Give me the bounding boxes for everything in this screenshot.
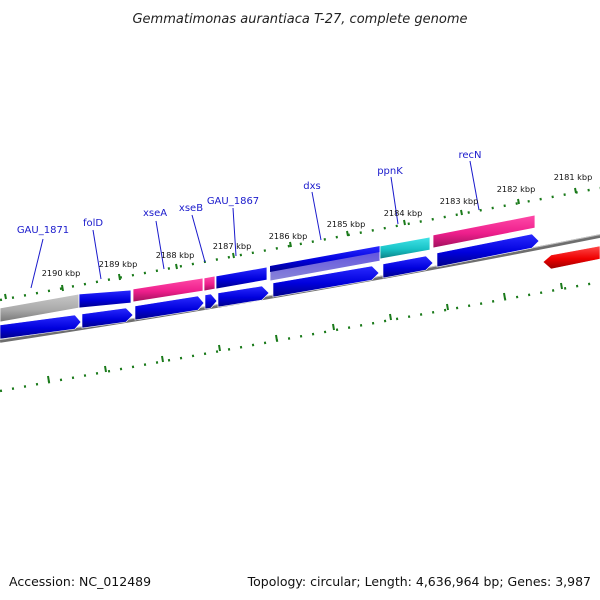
gene-label-GAU_1867[interactable]: GAU_1867 — [207, 196, 259, 207]
inner-tick-major — [275, 334, 278, 342]
inner-tick-major — [218, 344, 221, 352]
gene-label-GAU_1871[interactable]: GAU_1871 — [17, 225, 69, 236]
inner-tick-major — [104, 365, 107, 373]
feature-track-outer — [0, 214, 536, 323]
kbp-labels: 2181 kbp 2182 kbp 2183 kbp 2184 kbp 2185… — [42, 172, 593, 278]
kbp-label: 2189 kbp — [99, 259, 138, 269]
cds-arrow[interactable] — [217, 285, 270, 308]
gene-bar-ppnK[interactable] — [379, 236, 431, 260]
genome-title: Gemmatimonas aurantiaca T-27, complete g… — [132, 12, 467, 27]
kbp-label: 2184 kbp — [384, 208, 423, 218]
inner-tick-major — [47, 375, 50, 383]
outer-tick-major — [118, 273, 121, 281]
cds-arrow[interactable] — [81, 307, 134, 329]
outer-tick-major — [574, 187, 577, 194]
inner-tick-major — [503, 292, 506, 300]
leader-line-dxs — [311, 191, 322, 241]
outer-tick-major — [517, 198, 520, 205]
gene-label-dxs[interactable]: dxs — [303, 181, 320, 192]
gene-label-xseA[interactable]: xseA — [143, 208, 167, 219]
cds-arrow[interactable] — [134, 295, 205, 321]
leader-line-GAU_1867 — [232, 207, 237, 257]
gene-bar-dxs-top — [270, 246, 380, 272]
leader-line-GAU_1871 — [30, 238, 44, 289]
cds-arrow[interactable] — [0, 314, 82, 340]
cds-arrow[interactable] — [382, 255, 434, 279]
leader-line-xseB — [191, 214, 206, 263]
outer-tick-dots — [0, 186, 600, 302]
kbp-label: 2185 kbp — [327, 219, 366, 229]
inner-tick-major — [560, 282, 563, 290]
outer-tick-major — [460, 209, 463, 216]
outer-tick-major — [346, 230, 349, 237]
outer-tick-major — [175, 263, 178, 270]
gene-bar-GAU_1867[interactable] — [215, 266, 268, 290]
kbp-label: 2183 kbp — [440, 196, 479, 206]
gene-label-leaders — [30, 160, 480, 289]
genome-summary-text: Topology: circular; Length: 4,636,964 bp… — [247, 574, 591, 589]
leader-line-ppnK — [390, 176, 399, 225]
cds-arrow-red[interactable] — [542, 245, 600, 270]
cds-arrow[interactable] — [272, 265, 380, 298]
gene-bar-xseA[interactable] — [132, 277, 204, 303]
gene-bar-xseB[interactable] — [203, 275, 216, 292]
leader-line-recN — [469, 160, 480, 211]
inner-tick-major — [446, 303, 449, 311]
inner-tick-ring — [0, 280, 600, 393]
gene-bar-recN[interactable] — [432, 214, 536, 249]
kbp-label: 2187 kbp — [213, 241, 252, 251]
gene-label-xseB[interactable]: xseB — [179, 203, 203, 214]
kbp-label: 2186 kbp — [269, 231, 308, 241]
cds-arrow[interactable] — [436, 233, 540, 268]
outer-tick-major — [289, 241, 292, 248]
kbp-label: 2182 kbp — [497, 184, 536, 194]
kbp-label: 2181 kbp — [554, 172, 593, 182]
feature-track-inner — [0, 233, 600, 340]
outer-tick-major — [4, 293, 7, 300]
outer-tick-major — [61, 284, 64, 292]
outer-tick-ring — [0, 186, 600, 302]
accession-text: Accession: NC_012489 — [9, 574, 151, 589]
gene-label-ppnK[interactable]: ppnK — [377, 166, 403, 177]
outer-tick-major — [403, 219, 406, 226]
kbp-label: 2188 kbp — [156, 250, 195, 260]
inner-tick-major — [332, 323, 335, 331]
gene-labels: recN ppnK dxs GAU_1867 xseB xseA folD GA… — [17, 150, 482, 236]
inner-tick-major — [389, 313, 392, 321]
gene-label-recN[interactable]: recN — [458, 150, 481, 161]
gene-label-folD[interactable]: folD — [83, 218, 103, 229]
kbp-label: 2190 kbp — [42, 268, 81, 278]
gene-bar-folD[interactable] — [78, 289, 132, 309]
outer-tick-major — [232, 252, 235, 259]
leader-line-xseA — [155, 220, 165, 270]
leader-line-folD — [92, 229, 102, 280]
cds-arrow[interactable] — [204, 293, 218, 310]
inner-tick-major — [161, 355, 164, 363]
